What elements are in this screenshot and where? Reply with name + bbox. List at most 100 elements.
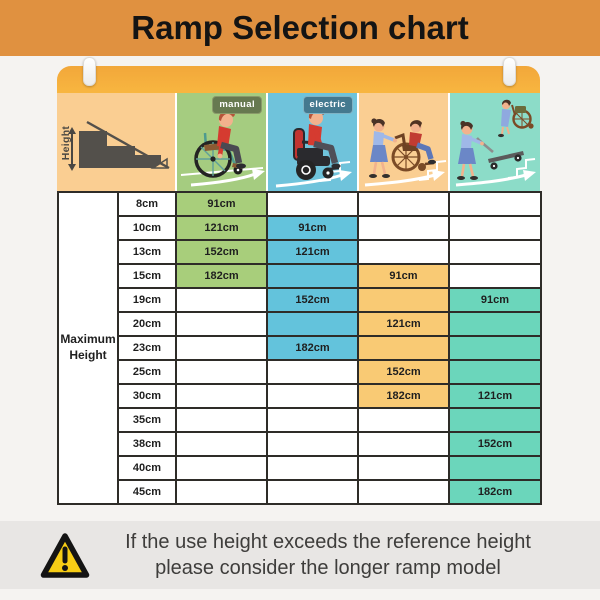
- ramp-stairs-diagram: [68, 120, 170, 171]
- ramp-table: Maximum Height 8cm 91cm 10cm 121cm 91cm 13cm 15…: [57, 191, 542, 505]
- table-row: 38cm 152cm: [58, 431, 542, 457]
- ramp-length-cell-manual: 91cm: [175, 191, 268, 217]
- height-row-label: 10cm: [117, 215, 177, 241]
- ramp-length-cell-trolley: [448, 359, 542, 385]
- table-row: 45cm 182cm: [58, 479, 542, 505]
- table-row: 19cm 152cm 91cm: [58, 287, 542, 313]
- ramp-length-cell-manual: [175, 479, 268, 505]
- ramp-length-cell-attendant: [357, 239, 450, 265]
- height-row-label: 25cm: [117, 359, 177, 385]
- ramp-length-cell-attendant: [357, 191, 450, 217]
- height-row-label: 20cm: [117, 311, 177, 337]
- height-row-label: 15cm: [117, 263, 177, 289]
- ramp-length-cell-trolley: [448, 263, 542, 289]
- ramp-length-cell-attendant: 182cm: [357, 383, 450, 409]
- table-row: Maximum Height 8cm 91cm: [57, 191, 542, 505]
- ramp-length-cell-manual: [175, 335, 268, 361]
- ramp-length-cell-manual: [175, 383, 268, 409]
- ramp-length-cell-electric: 182cm: [266, 335, 359, 361]
- ramp-length-cell-attendant: [357, 455, 450, 481]
- hanger-clip-right: [503, 57, 516, 86]
- height-row-label: 35cm: [117, 407, 177, 433]
- ramp-length-cell-trolley: [448, 407, 542, 433]
- column-header-electric: electric: [266, 93, 357, 191]
- hanger-clip-left: [83, 57, 96, 86]
- ramp-length-cell-attendant: [357, 215, 450, 241]
- poster-top-bar: [57, 66, 540, 93]
- title-banner: Ramp Selection chart: [0, 0, 600, 56]
- height-row-label: 38cm: [117, 431, 177, 457]
- column-header-trolley: [448, 93, 540, 191]
- table-row: 15cm 182cm 91cm: [58, 263, 542, 289]
- ramp-length-cell-manual: [175, 407, 268, 433]
- ramp-length-cell-manual: 121cm: [175, 215, 268, 241]
- table-row: 30cm 182cm 121cm: [58, 383, 542, 409]
- ramp-length-cell-attendant: [357, 479, 450, 505]
- ramp-length-cell-trolley: 152cm: [448, 431, 542, 457]
- column-header-manual: manual: [175, 93, 266, 191]
- column-header-attendant: [357, 93, 448, 191]
- ramp-length-cell-electric: [266, 455, 359, 481]
- maximum-height-label: Maximum Height: [57, 191, 119, 505]
- warning-line2: please consider the longer ramp model: [155, 557, 501, 579]
- table-row: 35cm: [58, 407, 542, 433]
- column-header-row: Height manual: [57, 93, 540, 191]
- table-row: 23cm 182cm: [58, 335, 542, 361]
- warning-line1: If the use height exceeds the reference …: [125, 531, 531, 553]
- height-row-label: 40cm: [117, 455, 177, 481]
- height-row-label: 8cm: [117, 191, 177, 217]
- height-row-label: 19cm: [117, 287, 177, 313]
- electric-badge: electric: [302, 96, 353, 114]
- attendant-wheelchair-icon: [364, 118, 447, 187]
- height-diagram-cell: Height: [57, 93, 175, 191]
- height-row-label: 45cm: [117, 479, 177, 505]
- table-row: 40cm: [58, 455, 542, 481]
- warning-icon: [40, 533, 90, 578]
- ramp-length-cell-electric: 152cm: [266, 287, 359, 313]
- ramp-length-cell-electric: [266, 263, 359, 289]
- ramp-length-cell-attendant: [357, 287, 450, 313]
- table-row: 20cm 121cm: [58, 311, 542, 337]
- ramp-length-cell-electric: 91cm: [266, 215, 359, 241]
- height-row-label: 23cm: [117, 335, 177, 361]
- ramp-length-cell-trolley: [448, 191, 542, 217]
- ramp-length-cell-trolley: 121cm: [448, 383, 542, 409]
- ramp-length-cell-electric: 121cm: [266, 239, 359, 265]
- ramp-length-cell-electric: [266, 431, 359, 457]
- hand-trolley-icon: [455, 99, 536, 187]
- manual-wheelchair-icon: [180, 112, 265, 187]
- ramp-length-cell-manual: [175, 455, 268, 481]
- ramp-length-cell-trolley: 182cm: [448, 479, 542, 505]
- ramp-length-cell-manual: [175, 431, 268, 457]
- ramp-length-cell-electric: [266, 311, 359, 337]
- ramp-length-cell-manual: 182cm: [175, 263, 268, 289]
- ramp-length-cell-attendant: [357, 431, 450, 457]
- ramp-length-cell-electric: [266, 383, 359, 409]
- height-row-label: 30cm: [117, 383, 177, 409]
- ramp-length-cell-attendant: 121cm: [357, 311, 450, 337]
- ramp-length-cell-electric: [266, 359, 359, 385]
- ramp-length-cell-manual: [175, 311, 268, 337]
- ramp-length-cell-attendant: 91cm: [357, 263, 450, 289]
- ramp-length-cell-trolley: [448, 239, 542, 265]
- ramp-length-cell-attendant: 152cm: [357, 359, 450, 385]
- electric-wheelchair-icon: [275, 110, 352, 188]
- page-title: Ramp Selection chart: [131, 9, 469, 46]
- ramp-length-cell-manual: [175, 359, 268, 385]
- ramp-length-cell-electric: [266, 407, 359, 433]
- table-row: 13cm 152cm 121cm: [58, 239, 542, 265]
- manual-badge: manual: [212, 96, 262, 114]
- ramp-length-cell-trolley: [448, 455, 542, 481]
- ramp-length-cell-electric: [266, 191, 359, 217]
- warning-text: If the use height exceeds the reference …: [90, 529, 600, 581]
- ramp-length-cell-trolley: 91cm: [448, 287, 542, 313]
- table-row: 25cm 152cm: [58, 359, 542, 385]
- table-row: 10cm 121cm 91cm: [58, 215, 542, 241]
- height-axis-label: Height: [60, 125, 72, 161]
- warning-bar: If the use height exceeds the reference …: [0, 521, 600, 589]
- ramp-length-cell-attendant: [357, 407, 450, 433]
- ramp-length-cell-attendant: [357, 335, 450, 361]
- ramp-length-cell-trolley: [448, 215, 542, 241]
- ramp-length-cell-manual: 152cm: [175, 239, 268, 265]
